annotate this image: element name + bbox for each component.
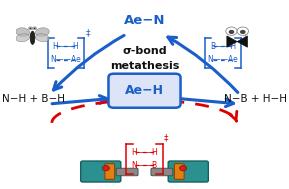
Circle shape xyxy=(240,30,246,34)
FancyBboxPatch shape xyxy=(116,168,138,176)
Text: metathesis: metathesis xyxy=(110,61,179,71)
Ellipse shape xyxy=(16,28,30,36)
Text: H——H: H——H xyxy=(53,42,79,51)
Text: H——H: H——H xyxy=(131,148,158,157)
Text: N——Ae: N——Ae xyxy=(208,55,238,64)
Text: N−H + B−H: N−H + B−H xyxy=(2,94,65,104)
FancyBboxPatch shape xyxy=(105,164,115,179)
Text: σ-bond: σ-bond xyxy=(122,46,167,56)
Polygon shape xyxy=(227,36,237,47)
FancyBboxPatch shape xyxy=(168,161,208,182)
Ellipse shape xyxy=(16,34,30,42)
Text: ‡: ‡ xyxy=(85,28,90,37)
Ellipse shape xyxy=(36,34,49,42)
FancyBboxPatch shape xyxy=(151,168,173,176)
Circle shape xyxy=(226,27,237,35)
Circle shape xyxy=(34,28,36,29)
Circle shape xyxy=(229,30,234,34)
Circle shape xyxy=(29,28,32,29)
FancyBboxPatch shape xyxy=(108,74,181,108)
Text: Ae−H: Ae−H xyxy=(125,84,164,97)
Text: Ae−N: Ae−N xyxy=(124,14,165,27)
Ellipse shape xyxy=(35,28,49,36)
Text: N——Ae: N——Ae xyxy=(51,55,81,64)
Text: N−B + H−H: N−B + H−H xyxy=(224,94,287,104)
Text: B——H: B——H xyxy=(210,42,236,51)
Circle shape xyxy=(102,166,110,171)
Circle shape xyxy=(33,27,37,30)
Text: ‡: ‡ xyxy=(164,134,168,143)
Circle shape xyxy=(28,27,33,30)
Circle shape xyxy=(237,27,249,35)
Text: ‡: ‡ xyxy=(242,28,247,37)
Ellipse shape xyxy=(30,31,35,44)
Circle shape xyxy=(179,166,187,171)
FancyBboxPatch shape xyxy=(174,164,184,179)
Text: N——B: N——B xyxy=(131,161,158,170)
Polygon shape xyxy=(237,36,247,47)
FancyBboxPatch shape xyxy=(81,161,121,182)
